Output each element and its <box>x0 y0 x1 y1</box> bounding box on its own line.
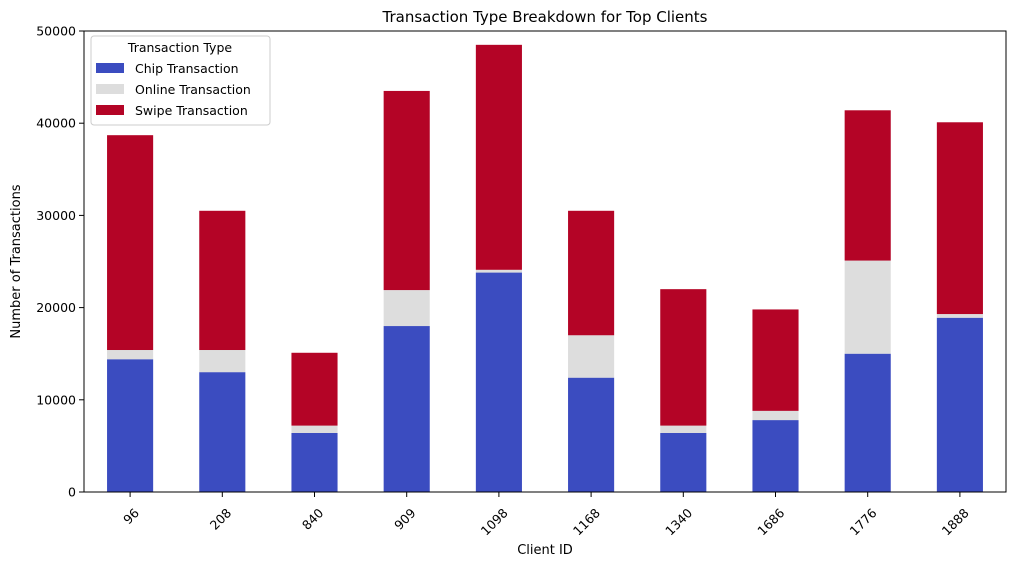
x-tick-label-208: 208 <box>207 505 235 533</box>
plot-frame <box>83 30 1007 493</box>
bar-1686-series-0 <box>752 420 799 492</box>
bar-96-series-2 <box>107 135 154 351</box>
bar-1340-series-1 <box>660 425 707 433</box>
x-tick-label-1340: 1340 <box>662 505 695 538</box>
x-tick-label-96: 96 <box>120 505 142 527</box>
bar-1340-series-0 <box>660 432 707 492</box>
bar-1776-series-0 <box>844 353 891 492</box>
x-tick-label-1888: 1888 <box>939 505 972 538</box>
x-tick-label-1686: 1686 <box>754 505 787 538</box>
legend-box <box>90 35 271 126</box>
x-tick-label-1776: 1776 <box>847 505 880 538</box>
bar-1098-series-1 <box>475 269 522 273</box>
legend-swatch-2 <box>96 105 124 115</box>
bar-1686-series-2 <box>752 309 799 411</box>
legend-swatch-1 <box>96 84 124 94</box>
legend-label-2: Swipe Transaction <box>135 103 248 118</box>
bar-1888-series-1 <box>936 314 983 318</box>
bar-96-series-0 <box>107 359 154 492</box>
y-tick-label: 50000 <box>36 24 76 39</box>
bars-layer <box>107 44 983 492</box>
bar-1776-series-2 <box>844 110 891 261</box>
y-tick-label: 0 <box>68 485 76 500</box>
bar-208-series-0 <box>199 372 246 492</box>
bar-909-series-1 <box>383 290 430 327</box>
chart-title: Transaction Type Breakdown for Top Clien… <box>382 8 708 26</box>
bar-909-series-0 <box>383 326 430 492</box>
x-axis-label: Client ID <box>517 543 573 558</box>
bar-840-series-2 <box>291 352 338 426</box>
bar-1888-series-2 <box>936 122 983 315</box>
bar-1340-series-2 <box>660 289 707 426</box>
bar-96-series-1 <box>107 350 154 360</box>
axes-layer <box>83 30 1007 493</box>
y-tick-label: 40000 <box>36 116 76 131</box>
bar-1686-series-1 <box>752 410 799 421</box>
bar-1168-series-2 <box>568 210 615 336</box>
y-tick-label: 30000 <box>36 208 76 223</box>
legend-title: Transaction Type <box>127 40 233 55</box>
y-axis-label: Number of Transactions <box>9 184 24 338</box>
bar-840-series-1 <box>291 425 338 433</box>
bar-840-series-0 <box>291 432 338 492</box>
legend-label-0: Chip Transaction <box>135 61 239 76</box>
legend-label-1: Online Transaction <box>135 82 251 97</box>
y-tick-label: 10000 <box>36 392 76 407</box>
bar-1888-series-0 <box>936 317 983 492</box>
bar-1168-series-0 <box>568 377 615 492</box>
bar-1098-series-2 <box>475 44 522 270</box>
legend-items: Chip Transaction Online Transaction Swipe … <box>96 61 251 118</box>
bar-208-series-2 <box>199 210 246 351</box>
bar-1776-series-1 <box>844 260 891 354</box>
x-tick-label-840: 840 <box>299 505 327 533</box>
y-tick-label: 20000 <box>36 300 76 315</box>
x-tick-label-909: 909 <box>391 505 419 533</box>
x-tick-label-1098: 1098 <box>478 505 511 538</box>
bar-1168-series-1 <box>568 335 615 378</box>
bar-208-series-1 <box>199 350 246 373</box>
x-tick-label-1168: 1168 <box>570 505 603 538</box>
bar-909-series-2 <box>383 90 430 291</box>
legend-swatch-0 <box>96 63 124 73</box>
bar-1098-series-0 <box>475 272 522 492</box>
legend: Transaction Type Chip Transaction Online … <box>90 35 271 126</box>
